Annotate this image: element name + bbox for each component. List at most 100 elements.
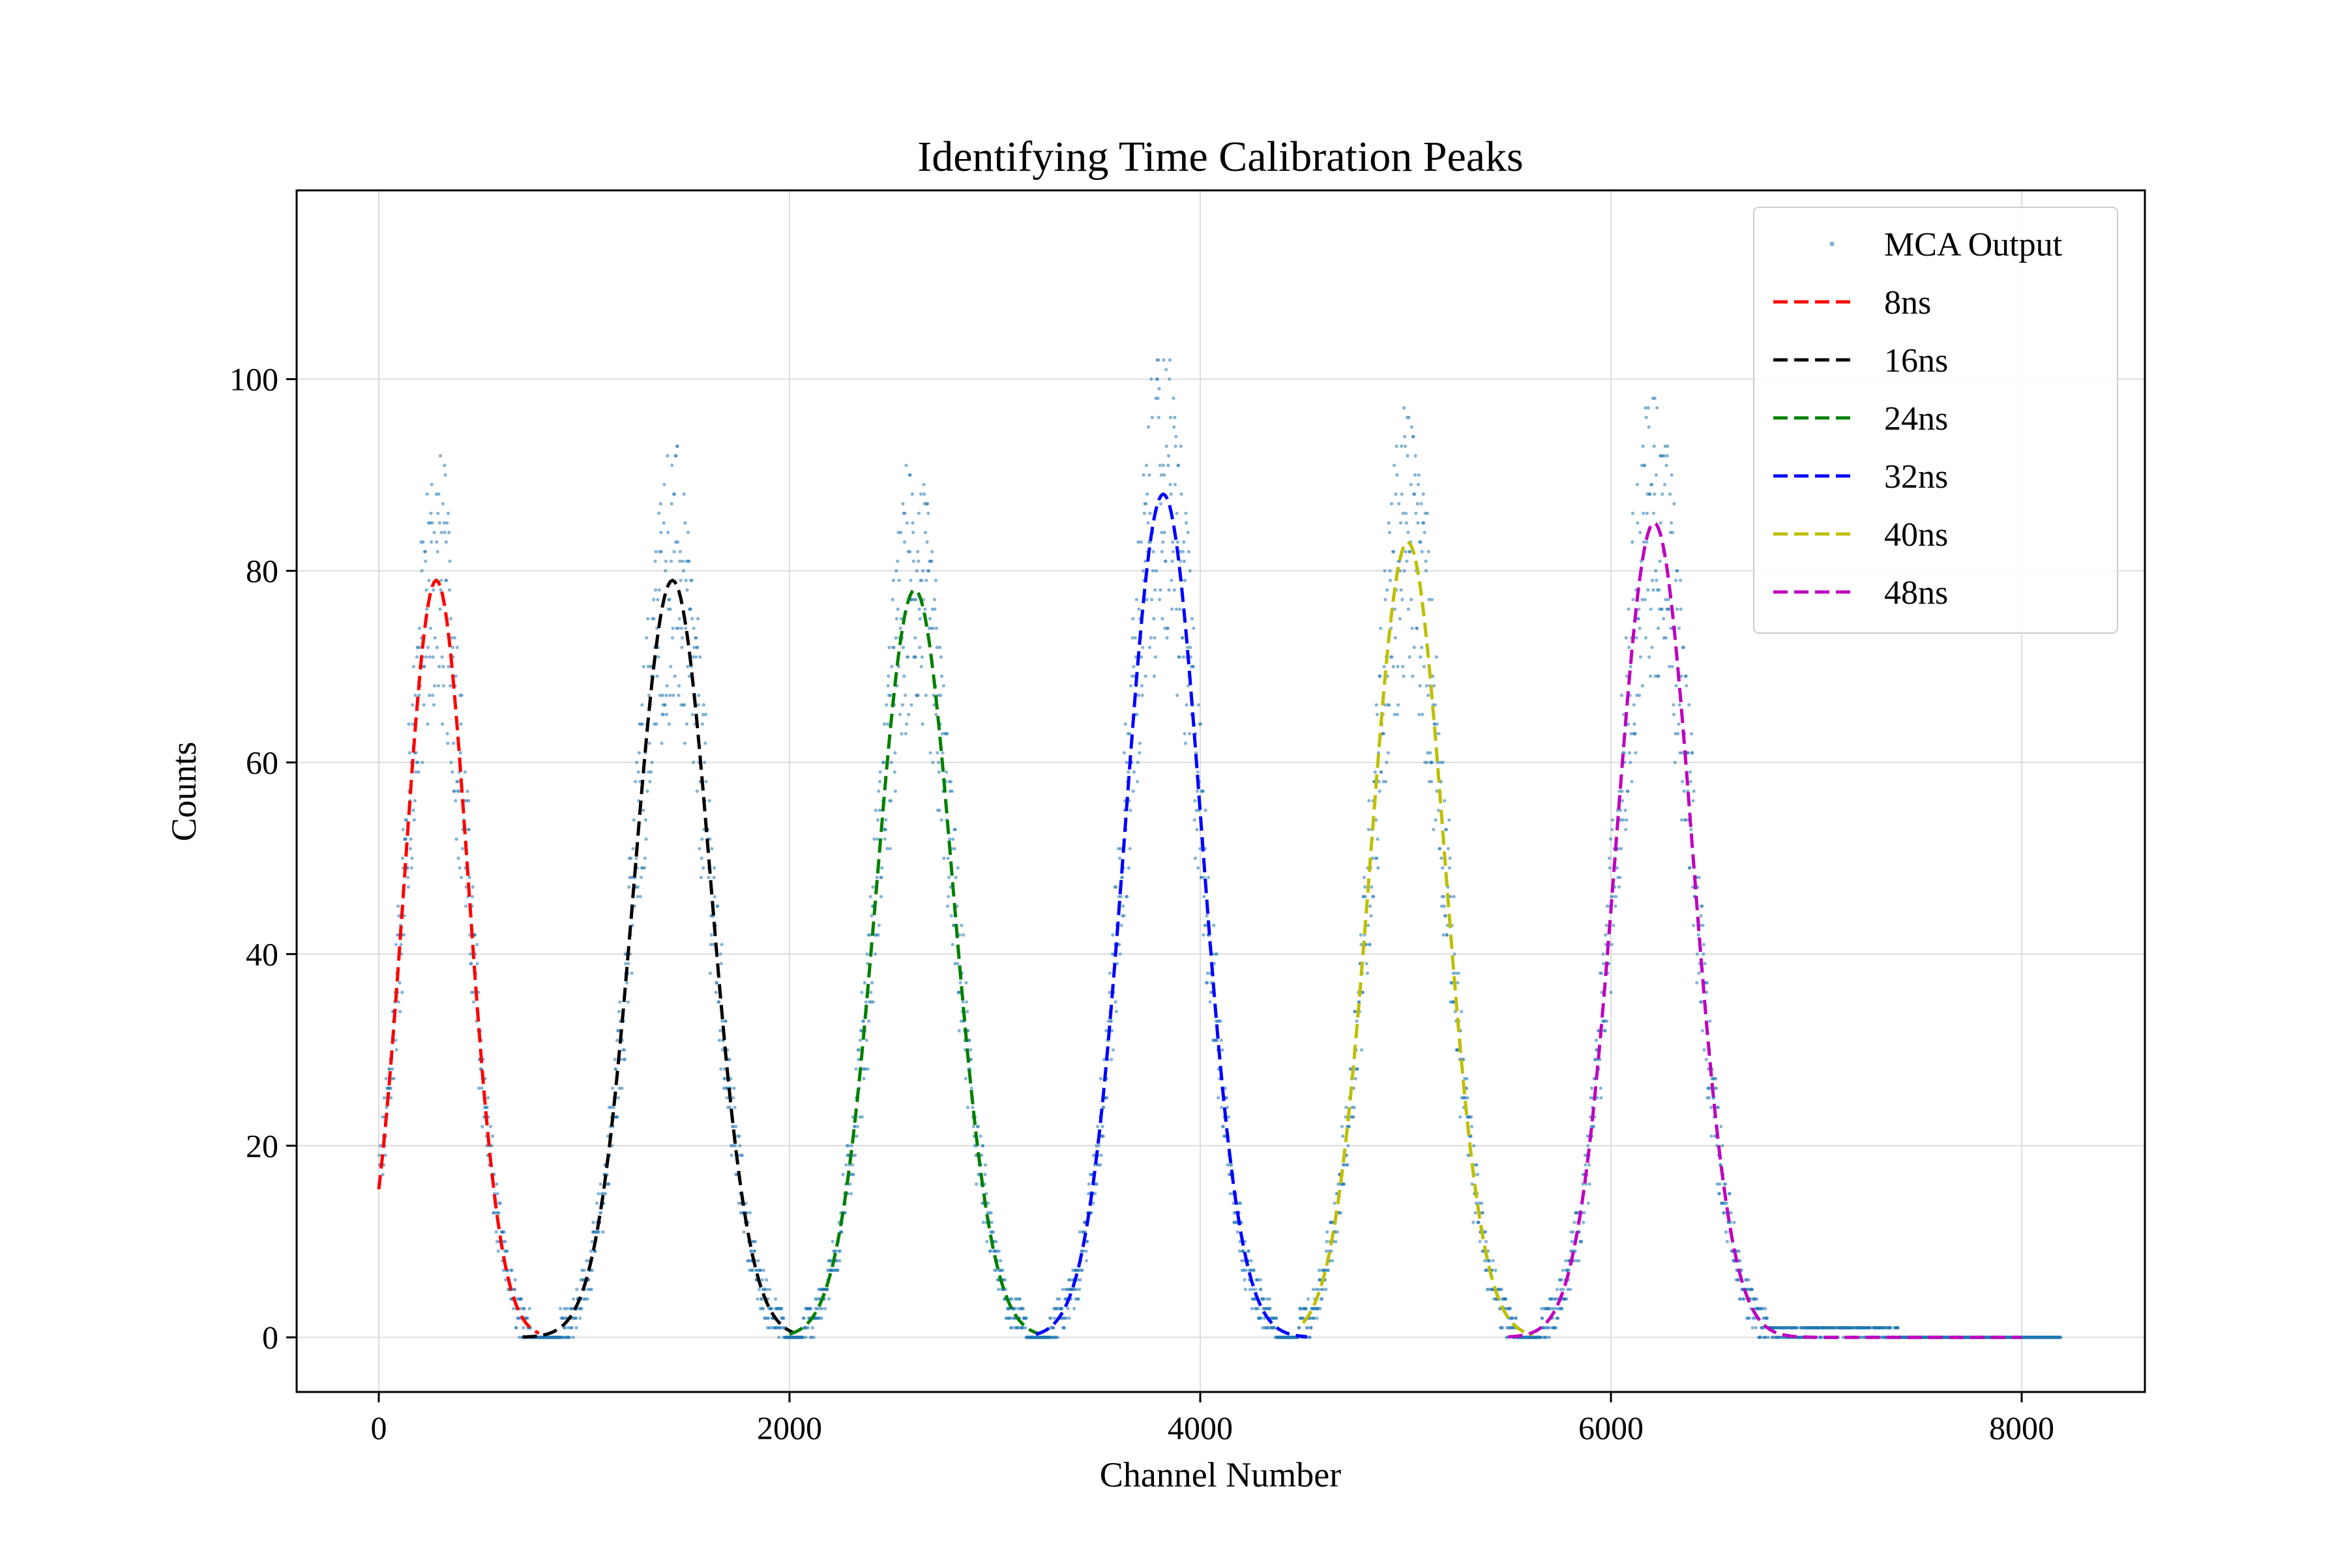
mca-point	[883, 837, 887, 841]
mca-point	[1434, 818, 1438, 822]
mca-point	[1194, 808, 1198, 812]
mca-point	[1134, 598, 1138, 602]
mca-point	[737, 1134, 741, 1138]
mca-point	[1140, 693, 1144, 698]
mca-point	[1183, 578, 1187, 582]
mca-point	[1547, 1335, 1552, 1339]
mca-point	[838, 1259, 842, 1263]
mca-point	[632, 818, 636, 822]
mca-point	[1134, 655, 1138, 659]
mca-point	[1599, 1086, 1602, 1090]
mca-point	[625, 981, 629, 984]
mca-point	[1390, 655, 1394, 659]
legend-label: 8ns	[1884, 284, 1931, 321]
mca-point	[1555, 1288, 1559, 1292]
mca-point	[760, 1297, 763, 1301]
mca-point	[909, 578, 913, 582]
mca-point	[1400, 444, 1404, 449]
mca-point	[1564, 1259, 1568, 1263]
mca-point	[1348, 1125, 1351, 1129]
mca-point	[575, 1288, 579, 1292]
legend-label: 24ns	[1884, 400, 1948, 437]
mca-point	[1692, 923, 1696, 927]
mca-point	[458, 866, 462, 870]
mca-point	[439, 531, 444, 535]
mca-point	[1673, 760, 1677, 764]
mca-point	[391, 1067, 394, 1071]
mca-point	[597, 1192, 600, 1196]
mca-point	[1672, 703, 1675, 707]
mca-point	[1611, 895, 1615, 898]
mca-point	[659, 550, 664, 554]
fit-curve-24ns	[789, 588, 1039, 1336]
mca-point	[433, 636, 437, 640]
mca-point	[468, 952, 473, 956]
mca-point	[381, 1115, 385, 1119]
mca-point	[1226, 1115, 1231, 1119]
mca-point	[902, 540, 906, 544]
mca-point	[1396, 664, 1400, 668]
mca-point	[1410, 627, 1414, 630]
mca-point	[714, 990, 718, 994]
mca-point	[1494, 1268, 1498, 1272]
mca-point	[1400, 492, 1404, 496]
mca-point	[417, 627, 422, 630]
mca-point	[1368, 904, 1372, 908]
mca-point	[517, 1335, 522, 1339]
mca-point	[1259, 1278, 1263, 1282]
mca-point	[498, 1201, 503, 1206]
mca-point	[1155, 569, 1159, 573]
mca-point	[1737, 1249, 1741, 1253]
mca-point	[1635, 693, 1639, 698]
mca-point	[520, 1297, 524, 1301]
mca-point	[490, 1134, 495, 1138]
mca-point	[647, 693, 651, 698]
mca-point	[1346, 1163, 1350, 1167]
mca-point	[1423, 531, 1426, 535]
mca-point	[1111, 933, 1115, 937]
mca-point	[514, 1325, 518, 1330]
mca-point	[1439, 904, 1443, 908]
mca-point	[704, 780, 708, 784]
mca-point	[696, 703, 700, 707]
mca-point	[1401, 664, 1405, 668]
mca-point	[1078, 1230, 1082, 1234]
mca-point	[1418, 684, 1422, 688]
mca-point	[731, 1144, 735, 1147]
mca-point	[410, 856, 414, 860]
mca-point	[1183, 732, 1187, 735]
mca-point	[949, 914, 953, 918]
mca-point	[903, 511, 907, 515]
mca-point	[1237, 1249, 1242, 1253]
mca-point	[1700, 1029, 1705, 1033]
mca-point	[1085, 1239, 1089, 1243]
mca-point	[522, 1325, 525, 1330]
mca-point	[1795, 1325, 1799, 1330]
mca-point	[975, 1182, 979, 1186]
mca-point	[670, 464, 674, 467]
mca-point	[1065, 1316, 1069, 1320]
mca-point	[1177, 607, 1182, 611]
mca-point	[1265, 1297, 1269, 1301]
mca-point	[1627, 607, 1631, 611]
mca-point	[914, 598, 918, 602]
mca-point	[922, 482, 926, 486]
mca-point	[1452, 895, 1456, 898]
mca-point	[1605, 904, 1609, 908]
mca-point	[1101, 1134, 1105, 1138]
mca-point	[749, 1249, 753, 1253]
mca-point	[1203, 808, 1207, 812]
mca-point	[1487, 1259, 1492, 1263]
mca-point	[802, 1316, 806, 1320]
mca-point	[471, 1000, 476, 1004]
mca-point	[899, 531, 903, 535]
mca-point	[1135, 713, 1139, 717]
mca-point	[673, 492, 677, 496]
mca-point	[976, 1125, 980, 1129]
mca-point	[1603, 1029, 1607, 1033]
mca-point	[471, 885, 475, 889]
mca-point	[406, 885, 411, 889]
mca-point	[429, 511, 433, 515]
mca-point	[1594, 1039, 1598, 1043]
mca-point	[417, 770, 421, 774]
